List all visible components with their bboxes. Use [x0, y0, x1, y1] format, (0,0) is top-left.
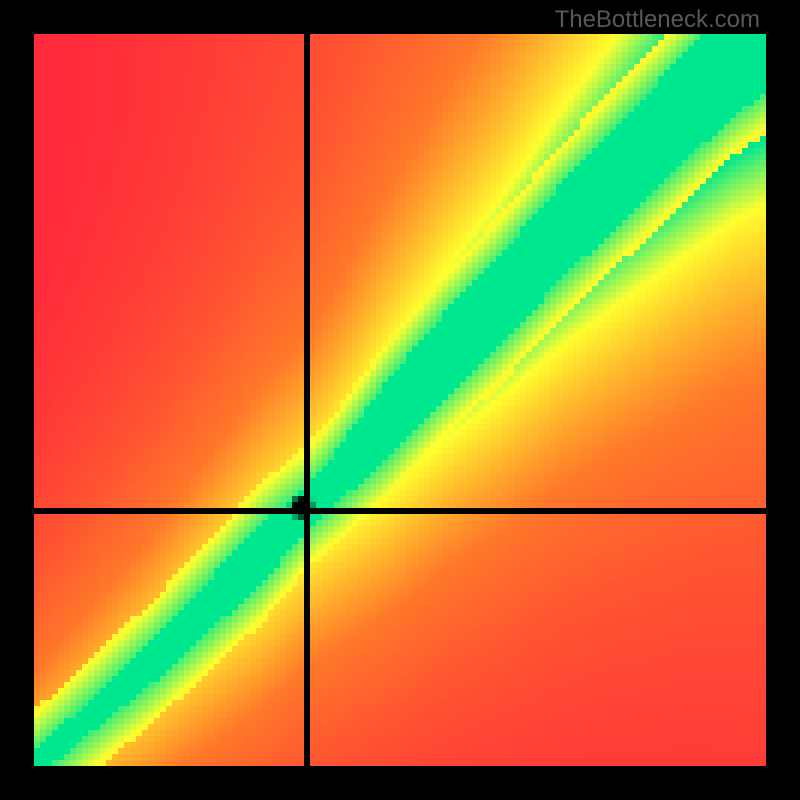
watermark-text: TheBottleneck.com	[555, 6, 760, 34]
stage: TheBottleneck.com	[0, 0, 800, 800]
bottleneck-heatmap	[34, 34, 766, 766]
